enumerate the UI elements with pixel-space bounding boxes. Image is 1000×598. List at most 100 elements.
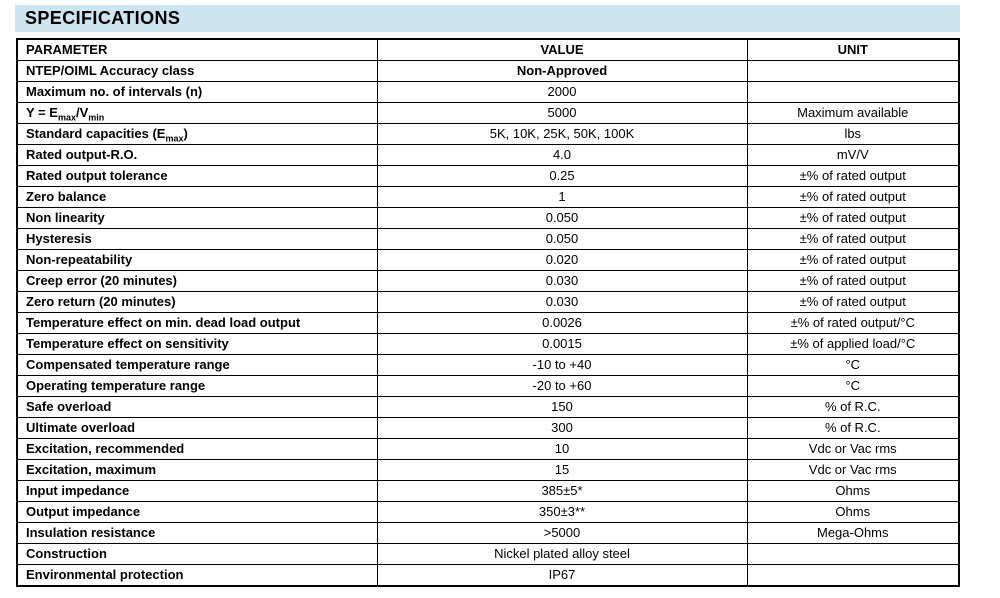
- value-cell: 4.0: [376, 144, 748, 166]
- table-row: Temperature effect on sensitivity 0.0015 ±…: [16, 333, 960, 355]
- parameter-cell: Non linearity: [16, 207, 378, 229]
- table-row: Hysteresis 0.050 ±% of rated output: [16, 228, 960, 250]
- table-row: Y = Emax/Vmin 5000 Maximum available: [16, 102, 960, 124]
- unit-cell: ±% of rated output: [746, 228, 960, 250]
- specifications-title-band: SPECIFICATIONS: [15, 5, 960, 32]
- parameter-cell: Zero return (20 minutes): [16, 291, 378, 313]
- unit-cell: ±% of rated output: [746, 165, 960, 187]
- value-cell: 15: [376, 459, 748, 481]
- parameter-cell: Output impedance: [16, 501, 378, 523]
- parameter-cell: Y = Emax/Vmin: [16, 102, 378, 124]
- unit-cell: °C: [746, 375, 960, 397]
- specifications-table: PARAMETER VALUE UNIT NTEP/OIML Accuracy …: [16, 38, 960, 587]
- table-row: Zero balance 1 ±% of rated output: [16, 186, 960, 208]
- unit-cell: Ohms: [746, 480, 960, 502]
- parameter-cell: Temperature effect on sensitivity: [16, 333, 378, 355]
- table-row: Rated output tolerance 0.25 ±% of rated ou…: [16, 165, 960, 187]
- value-cell: 385±5*: [376, 480, 748, 502]
- unit-cell: ±% of rated output: [746, 186, 960, 208]
- table-row: Operating temperature range -20 to +60 °C: [16, 375, 960, 397]
- value-cell: 0.030: [376, 270, 748, 292]
- parameter-cell: Temperature effect on min. dead load out…: [16, 312, 378, 334]
- column-header-value: VALUE: [376, 38, 748, 61]
- unit-cell: [746, 543, 960, 565]
- value-cell: 0.020: [376, 249, 748, 271]
- unit-cell: ±% of applied load/°C: [746, 333, 960, 355]
- value-cell: 150: [376, 396, 748, 418]
- value-cell: 300: [376, 417, 748, 439]
- table-row: NTEP/OIML Accuracy class Non-Approved: [16, 60, 960, 82]
- table-row: Output impedance 350±3** Ohms: [16, 501, 960, 523]
- parameter-cell: Creep error (20 minutes): [16, 270, 378, 292]
- parameter-cell: Excitation, recommended: [16, 438, 378, 460]
- unit-cell: ±% of rated output: [746, 207, 960, 229]
- table-row: Environmental protection IP67: [16, 564, 960, 587]
- parameter-cell: Non-repeatability: [16, 249, 378, 271]
- unit-cell: [746, 81, 960, 103]
- unit-cell: Ohms: [746, 501, 960, 523]
- value-cell: 350±3**: [376, 501, 748, 523]
- value-cell: 0.25: [376, 165, 748, 187]
- table-row: Rated output-R.O. 4.0 mV/V: [16, 144, 960, 166]
- unit-cell: lbs: [746, 123, 960, 145]
- value-cell: 0.030: [376, 291, 748, 313]
- table-row: Safe overload 150% of R.C.: [16, 396, 960, 418]
- value-cell: -20 to +60: [376, 375, 748, 397]
- table-row: Excitation, recommended 10 Vdc or Vac rms: [16, 438, 960, 460]
- parameter-cell: Rated output-R.O.: [16, 144, 378, 166]
- unit-cell: [746, 564, 960, 587]
- column-header-unit: UNIT: [746, 38, 960, 61]
- value-cell: -10 to +40: [376, 354, 748, 376]
- parameter-cell: Construction: [16, 543, 378, 565]
- parameter-cell: Zero balance: [16, 186, 378, 208]
- value-cell: 2000: [376, 81, 748, 103]
- unit-cell: mV/V: [746, 144, 960, 166]
- parameter-cell: Operating temperature range: [16, 375, 378, 397]
- value-cell: 5K, 10K, 25K, 50K, 100K: [376, 123, 748, 145]
- value-cell: 0.050: [376, 228, 748, 250]
- unit-cell: ±% of rated output: [746, 291, 960, 313]
- table-header-row: PARAMETER VALUE UNIT: [16, 38, 960, 61]
- table-row: Non-repeatability 0.020 ±% of rated output: [16, 249, 960, 271]
- value-cell: 0.0026: [376, 312, 748, 334]
- parameter-cell: Hysteresis: [16, 228, 378, 250]
- value-cell: Non-Approved: [376, 60, 748, 82]
- value-cell: 10: [376, 438, 748, 460]
- table-body: NTEP/OIML Accuracy class Non-Approved Maxi…: [16, 60, 960, 587]
- table-row: Standard capacities (Emax) 5K, 10K, 25K, …: [16, 123, 960, 145]
- table-row: Creep error (20 minutes) 0.030 ±% of rated…: [16, 270, 960, 292]
- table-row: Ultimate overload 300% of R.C.: [16, 417, 960, 439]
- parameter-cell: Standard capacities (Emax): [16, 123, 378, 145]
- page-title: SPECIFICATIONS: [25, 8, 181, 28]
- table-row: Zero return (20 minutes) 0.030 ±% of rated…: [16, 291, 960, 313]
- parameter-cell: Environmental protection: [16, 564, 378, 587]
- parameter-cell: NTEP/OIML Accuracy class: [16, 60, 378, 82]
- unit-cell: ±% of rated output: [746, 249, 960, 271]
- unit-cell: % of R.C.: [746, 417, 960, 439]
- value-cell: IP67: [376, 564, 748, 587]
- unit-cell: % of R.C.: [746, 396, 960, 418]
- table-row: Input impedance 385±5* Ohms: [16, 480, 960, 502]
- table-row: Non linearity 0.050 ±% of rated output: [16, 207, 960, 229]
- parameter-cell: Input impedance: [16, 480, 378, 502]
- parameter-cell: Ultimate overload: [16, 417, 378, 439]
- parameter-cell: Excitation, maximum: [16, 459, 378, 481]
- value-cell: >5000: [376, 522, 748, 544]
- parameter-cell: Maximum no. of intervals (n): [16, 81, 378, 103]
- unit-cell: °C: [746, 354, 960, 376]
- value-cell: Nickel plated alloy steel: [376, 543, 748, 565]
- unit-cell: Maximum available: [746, 102, 960, 124]
- value-cell: 0.050: [376, 207, 748, 229]
- table-row: Construction Nickel plated alloy steel: [16, 543, 960, 565]
- column-header-parameter: PARAMETER: [16, 38, 378, 61]
- parameter-cell: Rated output tolerance: [16, 165, 378, 187]
- unit-cell: Vdc or Vac rms: [746, 459, 960, 481]
- value-cell: 5000: [376, 102, 748, 124]
- table-row: Compensated temperature range -10 to +40 °…: [16, 354, 960, 376]
- unit-cell: [746, 60, 960, 82]
- table-row: Maximum no. of intervals (n) 2000: [16, 81, 960, 103]
- table-row: Temperature effect on min. dead load out…: [16, 312, 960, 334]
- table-row: Excitation, maximum 15 Vdc or Vac rms: [16, 459, 960, 481]
- unit-cell: Mega-Ohms: [746, 522, 960, 544]
- table-row: Insulation resistance >5000 Mega-Ohms: [16, 522, 960, 544]
